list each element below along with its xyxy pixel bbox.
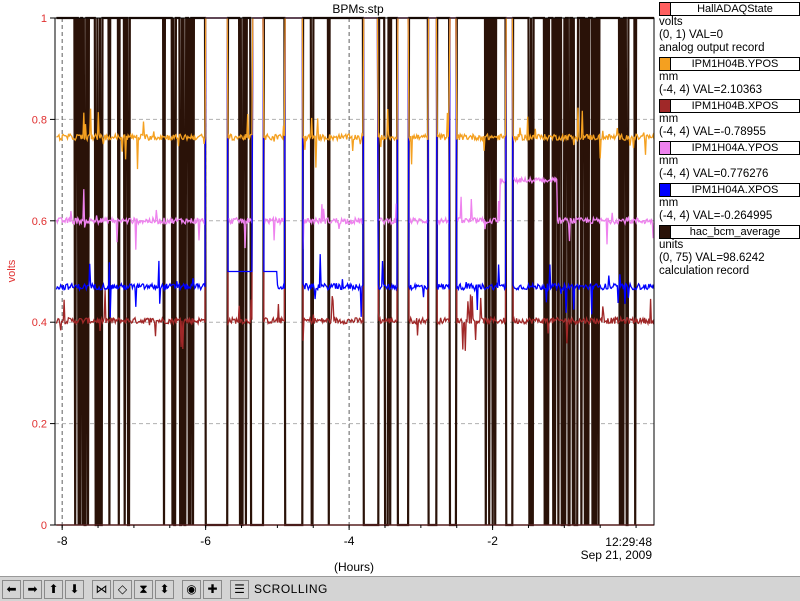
zoom-in-y-button[interactable]: ⧗ [134,579,153,599]
legend-color-swatch [659,99,671,113]
x-tick-label: -8 [57,534,68,548]
scroll-right-button[interactable]: ➡ [23,579,42,599]
legend-entry[interactable]: IPM1H04A.YPOS [659,141,800,155]
legend-series-info: analog output record [659,42,765,54]
y-tick-label: 0 [41,520,47,532]
x-tick-label: -6 [200,534,211,548]
strip-chart[interactable]: 0 0.2 0.4 0.6 0.8 1 -8 -6 -4 -2 BPMs.stp volts (H… [0,0,659,576]
legend-color-swatch [659,225,671,239]
series-line-ipm1h04b-xpos [55,17,655,351]
legend-series-info: (-4, 4) VAL=2.10363 [659,84,763,96]
legend-series-name: IPM1H04A.XPOS [671,183,800,197]
zoom-in-y-icon: ⧗ [139,581,148,596]
scroll-up-button[interactable]: ⬆ [44,579,63,599]
y-tick-label: 1 [41,13,47,25]
series-line-ipm1h04a-xpos [55,17,655,318]
legend-entry[interactable]: IPM1H04B.XPOS [659,99,800,113]
mode-toggle-button[interactable]: ☰ [230,579,249,599]
series-line-ipm1h04a-ypos [55,17,655,250]
y-tick-label: 0.6 [32,216,47,228]
legend-series-name: hac_bcm_average [671,225,800,239]
legend-series-info: (0, 1) VAL=0 [659,29,724,41]
scroll-down-button[interactable]: ⬇ [65,579,84,599]
zoom-in-x-icon: ⋈ [95,582,108,596]
x-tick-label: -2 [487,534,498,548]
add-icon: ✚ [207,582,218,596]
series-line-ipm1h04b-ypos [56,17,655,170]
legend-series-info: units [659,239,684,251]
scroll-left-icon: ⬅ [6,582,17,596]
legend: HallADAQState volts (0, 1) VAL=0 analog out… [659,0,800,278]
x-axis-label: (Hours) [334,560,374,574]
zoom-in-x-button[interactable]: ⋈ [92,579,111,599]
legend-series-info: (-4, 4) VAL=-0.264995 [659,210,773,222]
legend-series-name: IPM1H04A.YPOS [671,141,800,155]
record-icon: ◉ [186,582,197,596]
scroll-down-icon: ⬇ [69,582,80,596]
x-tick-label: -4 [344,534,355,548]
legend-series-info: mm [659,155,679,167]
legend-entry[interactable]: HallADAQState [659,2,800,16]
legend-series-info: mm [659,113,679,125]
scroll-left-button[interactable]: ⬅ [2,579,21,599]
scroll-right-icon: ➡ [27,582,38,596]
record-button[interactable]: ◉ [182,579,201,599]
mode-status-label: SCROLLING [254,582,328,596]
axes: 0 0.2 0.4 0.6 0.8 1 -8 -6 -4 -2 [32,13,637,548]
date-label: Sep 21, 2009 [581,548,653,562]
legend-series-info: (-4, 4) VAL=-0.78955 [659,126,766,138]
legend-series-name: IPM1H04B.YPOS [671,57,800,71]
legend-series-info: volts [659,16,683,28]
legend-series-info: mm [659,197,679,209]
legend-series-info: (0, 75) VAL=98.6242 [659,252,765,264]
zoom-out-x-icon: ◇ [117,582,128,596]
legend-color-swatch [659,183,671,197]
legend-series-info: (-4, 4) VAL=0.776276 [659,168,769,180]
zoom-out-x-button[interactable]: ◇ [113,579,132,599]
legend-entry[interactable]: IPM1H04B.YPOS [659,57,800,71]
legend-series-info: mm [659,71,679,83]
chart-title: BPMs.stp [332,2,384,16]
legend-series-name: IPM1H04B.XPOS [671,99,800,113]
y-tick-label: 0.8 [32,114,47,126]
time-label: 12:29:48 [605,535,652,549]
legend-color-swatch [659,57,671,71]
legend-series-name: HallADAQState [671,2,800,16]
scroll-up-icon: ⬆ [48,582,59,596]
zoom-out-y-icon: ⬍ [159,582,170,596]
y-axis-label: volts [6,259,18,282]
zoom-out-y-button[interactable]: ⬍ [155,579,174,599]
toolbar: ⬅ ➡ ⬆ ⬇ ⋈ ◇ ⧗ ⬍ ◉ ✚ ☰ SCROLLING [0,576,800,601]
y-tick-label: 0.2 [32,419,47,431]
legend-series-info: calculation record [659,265,750,277]
legend-color-swatch [659,2,671,16]
add-button[interactable]: ✚ [203,579,222,599]
legend-entry[interactable]: IPM1H04A.XPOS [659,183,800,197]
plot-frame [54,17,655,526]
legend-color-swatch [659,141,671,155]
strip-mode-icon: ☰ [234,582,245,596]
legend-entry[interactable]: hac_bcm_average [659,225,800,239]
y-tick-label: 0.4 [32,317,47,329]
